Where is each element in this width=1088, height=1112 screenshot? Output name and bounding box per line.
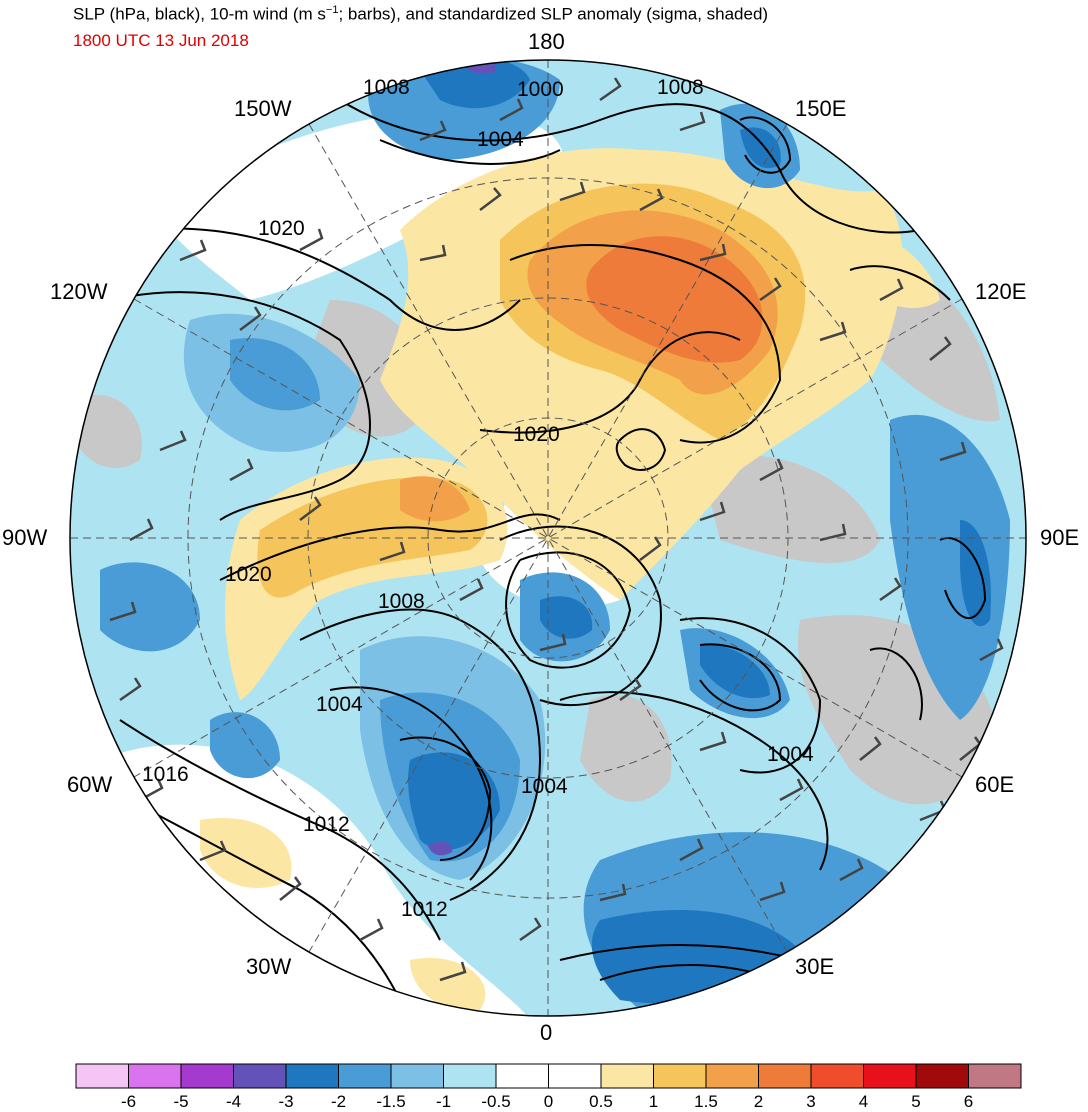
contour-label: 1004 (521, 775, 568, 798)
contour-label: 1004 (316, 693, 363, 716)
anomaly-pos05-atlantic (200, 818, 292, 889)
colorbar-swatch (600, 1063, 654, 1089)
anomaly-neg3-okhotsk (740, 127, 781, 169)
colorbar-tick-label: 0.5 (589, 1092, 613, 1111)
colorbar-tick-label: -4 (225, 1092, 242, 1111)
anomaly-neg2-asia (890, 414, 1010, 720)
colorbar-tick-label: -3 (278, 1092, 294, 1111)
lon-label-0: 0 (540, 1020, 553, 1045)
colorbar-tick-label: 6 (963, 1092, 974, 1111)
colorbar-tick-label: 1 (648, 1092, 659, 1111)
anomaly-pos2-ridge (586, 236, 763, 363)
lon-label-90w: 90W (2, 525, 48, 550)
colorbar-swatch (495, 1063, 549, 1089)
lon-label-120w: 120W (50, 279, 108, 304)
contour-label: 1012 (401, 898, 448, 921)
contour-label: 1000 (517, 78, 564, 101)
colorbar-tick-label: -2 (330, 1092, 347, 1111)
contour-label: 1020 (258, 217, 305, 240)
lon-label-120e: 120E (975, 279, 1027, 304)
colorbar-tick-label: 3 (806, 1092, 816, 1111)
map-title: SLP (hPa, black), 10-m wind (m s−1; barb… (73, 4, 769, 24)
colorbar-tick-label: -6 (120, 1092, 137, 1111)
lon-label-150w: 150W (234, 96, 292, 121)
contour-label: 1008 (657, 76, 704, 99)
anomaly-neg3-atlantic (408, 752, 500, 850)
colorbar-tick-label: 1.5 (694, 1092, 718, 1111)
colorbar-tick-label: -1.5 (376, 1092, 406, 1111)
colorbar-swatch (705, 1063, 759, 1089)
wind-barbs (109, 77, 1004, 982)
colorbar-swatch (968, 1063, 1022, 1089)
colorbar-tick-label: -5 (173, 1092, 189, 1111)
colorbar-swatch (233, 1063, 287, 1089)
colorbar-tick-label: -1 (435, 1092, 452, 1111)
anomaly-neg3-arctic (540, 596, 593, 639)
contour-label: 1008 (363, 76, 410, 99)
colorbar-swatch (810, 1063, 864, 1089)
anomaly-neg3-karasea (700, 644, 770, 699)
lon-label-30e: 30E (795, 954, 835, 979)
anomaly-neg2-labrador (210, 712, 280, 779)
colorbar-swatch (653, 1063, 707, 1089)
colorbar-swatch (390, 1063, 444, 1089)
anomaly-neg2-canada (230, 338, 320, 411)
land-gray-scandinavia (580, 694, 672, 802)
colorbar-swatch (443, 1063, 497, 1089)
anomaly-neg3-asia (960, 520, 991, 627)
map-disk (70, 60, 1026, 1016)
contour-label: 1008 (378, 590, 425, 613)
lon-label-60e: 60E (975, 772, 1015, 797)
colorbar-swatch (758, 1063, 812, 1089)
contour-label: 1004 (767, 743, 814, 766)
anomaly-neg4-atlantic (428, 841, 453, 856)
lon-label-30w: 30W (246, 954, 292, 979)
contour-label: 1012 (303, 813, 350, 836)
anomaly-pos05-south (410, 958, 486, 1011)
colorbar-tick-label: 4 (858, 1092, 869, 1111)
colorbar-swatch (75, 1063, 129, 1089)
valid-time: 1800 UTC 13 Jun 2018 (73, 31, 249, 50)
colorbar-tick-label: 2 (753, 1092, 764, 1111)
anomaly-neg2-hudson (100, 562, 200, 652)
lon-label-90e: 90E (1040, 525, 1080, 550)
colorbar-swatch (128, 1063, 182, 1089)
lon-label-60w: 60W (67, 772, 113, 797)
colorbar-swatch (863, 1063, 917, 1089)
colorbar-tick-label: 5 (911, 1092, 921, 1111)
colorbar-swatch (548, 1063, 602, 1089)
map-border (69, 59, 1027, 1017)
contour-label: 1016 (142, 763, 189, 786)
colorbar (75, 1063, 1022, 1089)
colorbar-swatch (915, 1063, 969, 1089)
colorbar-swatch (180, 1063, 234, 1089)
contour-label: 1004 (477, 128, 524, 151)
contour-label: 1020 (513, 423, 560, 446)
lon-label-180: 180 (528, 29, 565, 54)
colorbar-swatch (285, 1063, 339, 1089)
colorbar-tick-label: 0 (543, 1092, 554, 1111)
graticule (70, 60, 1026, 1016)
contour-label: 1020 (225, 563, 272, 586)
colorbar-tick-label: -0.5 (481, 1092, 511, 1111)
colorbar-swatch (338, 1063, 392, 1089)
land-gray-canada (70, 394, 142, 469)
lon-label-150e: 150E (795, 96, 847, 121)
